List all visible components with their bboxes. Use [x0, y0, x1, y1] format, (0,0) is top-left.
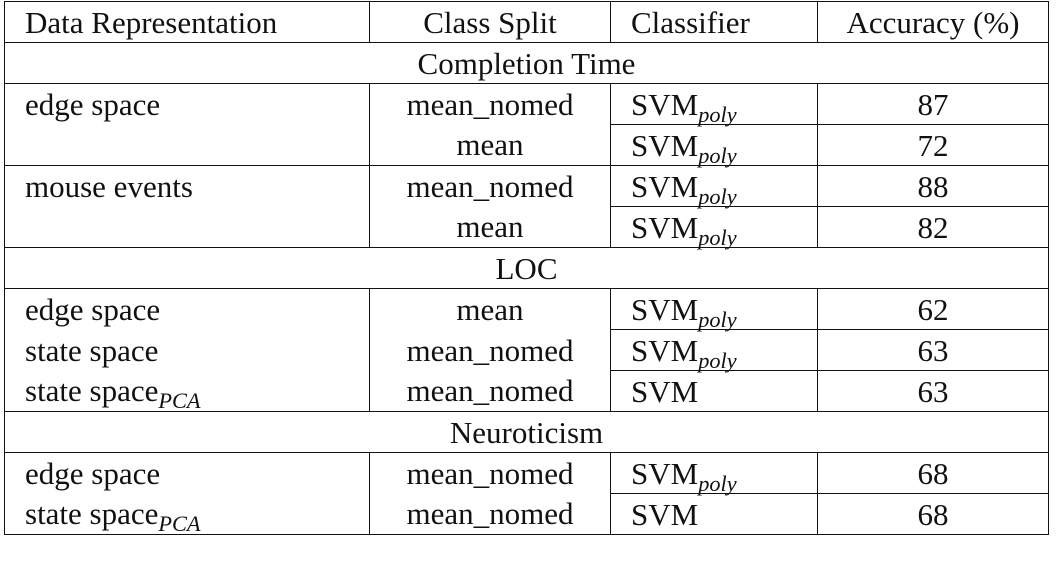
cell-classifier: SVMpoly	[610, 83, 818, 127]
data-representation-text: state space	[25, 373, 159, 409]
cell-class-split: mean_nomed	[369, 452, 611, 494]
data-representation-text: edge space	[25, 291, 161, 327]
classifier-text: SVM	[631, 127, 699, 163]
cell-classifier: SVMpoly	[610, 288, 818, 332]
header-data-representation: Data Representation	[4, 1, 370, 43]
table-row: edge space mean_nomed SVMpoly 87	[4, 83, 1049, 127]
data-representation-text: edge space	[25, 455, 161, 491]
cell-data-representation: state spacePCA	[4, 493, 370, 537]
classifier-text: SVM	[631, 455, 699, 491]
section-title: Neuroticism	[4, 411, 1049, 453]
header-class-split: Class Split	[369, 1, 611, 43]
cell-accuracy: 82	[817, 206, 1049, 248]
header-row: Data Representation Class Split Classifi…	[4, 1, 1049, 43]
cell-accuracy: 72	[817, 124, 1049, 166]
cell-classifier: SVM	[610, 493, 818, 535]
cell-data-representation: edge space	[4, 452, 370, 494]
cell-accuracy: 62	[817, 288, 1049, 330]
results-table: Data Representation Class Split Classifi…	[4, 1, 1049, 535]
table-row: mean SVMpoly 82	[4, 206, 1049, 250]
cell-class-split: mean_nomed	[369, 165, 611, 207]
table-row: state space mean_nomed SVMpoly 63	[4, 329, 1049, 373]
table-row: state spacePCA mean_nomed SVM 63	[4, 370, 1049, 414]
classifier-subscript: poly	[698, 347, 737, 373]
classifier-subscript: poly	[698, 306, 737, 332]
cell-data-representation: edge space	[4, 288, 370, 330]
data-representation-text: edge space	[25, 86, 161, 122]
section-row: LOC	[4, 247, 1049, 289]
cell-data-representation: state spacePCA	[4, 370, 370, 414]
table-row: edge space mean SVMpoly 62	[4, 288, 1049, 332]
cell-data-representation: state space	[4, 329, 370, 371]
classifier-text: SVM	[631, 86, 699, 122]
cell-classifier: SVM	[610, 370, 818, 412]
classifier-text: SVM	[631, 332, 699, 368]
cell-data-representation: mouse events	[4, 165, 370, 207]
cell-accuracy: 68	[817, 493, 1049, 535]
cell-class-split: mean_nomed	[369, 329, 611, 371]
cell-class-split: mean	[369, 206, 611, 248]
data-representation-text: state space	[25, 332, 159, 368]
section-title: LOC	[4, 247, 1049, 289]
table-row: mean SVMpoly 72	[4, 124, 1049, 168]
classifier-subscript: poly	[698, 224, 737, 250]
cell-classifier: SVMpoly	[610, 124, 818, 168]
cell-accuracy: 63	[817, 329, 1049, 371]
cell-classifier: SVMpoly	[610, 329, 818, 373]
header-accuracy: Accuracy (%)	[817, 1, 1049, 43]
cell-class-split: mean	[369, 288, 611, 330]
table-row: mouse events mean_nomed SVMpoly 88	[4, 165, 1049, 209]
classifier-text: SVM	[631, 373, 699, 409]
cell-accuracy: 63	[817, 370, 1049, 412]
cell-data-representation	[4, 206, 370, 248]
data-representation-subscript: PCA	[158, 388, 201, 414]
cell-class-split: mean_nomed	[369, 493, 611, 535]
cell-data-representation	[4, 124, 370, 166]
table-body: Completion Time edge space mean_nomed SVMpo…	[4, 42, 1049, 537]
cell-class-split: mean	[369, 124, 611, 166]
classifier-text: SVM	[631, 496, 699, 532]
cell-class-split: mean_nomed	[369, 83, 611, 125]
data-representation-subscript: PCA	[158, 511, 201, 537]
cell-classifier: SVMpoly	[610, 206, 818, 250]
section-row: Completion Time	[4, 42, 1049, 84]
table-row: state spacePCA mean_nomed SVM 68	[4, 493, 1049, 537]
section-title: Completion Time	[4, 42, 1049, 84]
cell-accuracy: 68	[817, 452, 1049, 494]
classifier-text: SVM	[631, 291, 699, 327]
classifier-subscript: poly	[698, 183, 737, 209]
classifier-text: SVM	[631, 168, 699, 204]
cell-data-representation: edge space	[4, 83, 370, 125]
cell-class-split: mean_nomed	[369, 370, 611, 412]
header-classifier: Classifier	[610, 1, 818, 43]
cell-classifier: SVMpoly	[610, 452, 818, 496]
classifier-subscript: poly	[698, 142, 737, 168]
data-representation-text: state space	[25, 496, 159, 532]
section-row: Neuroticism	[4, 411, 1049, 453]
classifier-subscript: poly	[698, 101, 737, 127]
cell-accuracy: 88	[817, 165, 1049, 207]
classifier-text: SVM	[631, 209, 699, 245]
cell-accuracy: 87	[817, 83, 1049, 125]
classifier-subscript: poly	[698, 470, 737, 496]
cell-classifier: SVMpoly	[610, 165, 818, 209]
table-row: edge space mean_nomed SVMpoly 68	[4, 452, 1049, 496]
data-representation-text: mouse events	[25, 168, 193, 204]
table-header: Data Representation Class Split Classifi…	[4, 1, 1049, 43]
